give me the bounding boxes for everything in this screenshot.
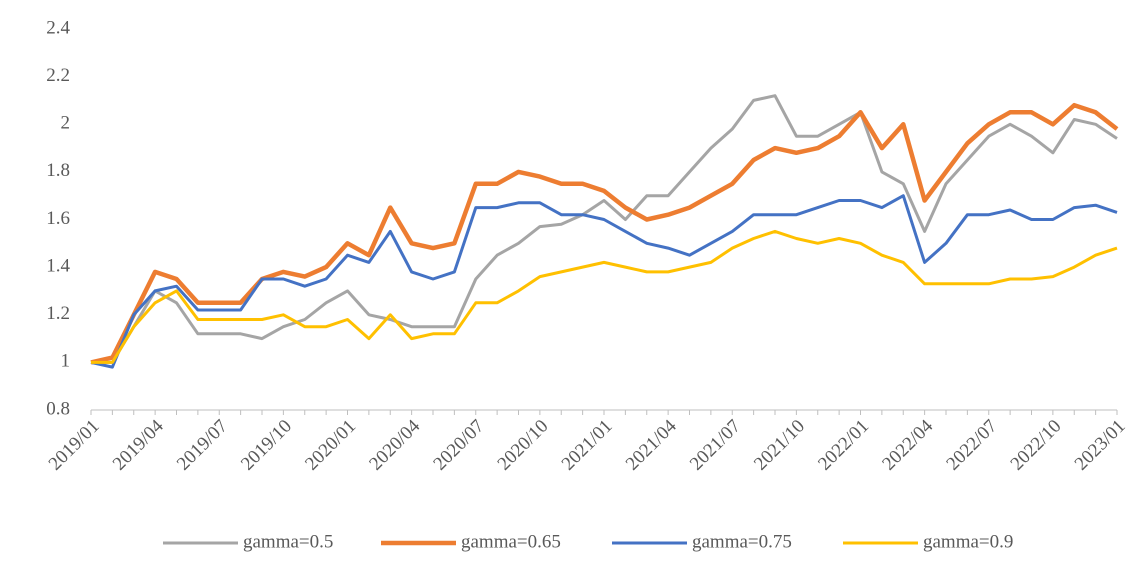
y-tick-label: 2 <box>61 113 71 134</box>
legend-label: gamma=0.65 <box>461 531 561 552</box>
y-tick-label: 2.4 <box>46 17 70 38</box>
x-tick-label: 2019/10 <box>237 416 296 475</box>
y-tick-label: 1.2 <box>46 303 70 324</box>
x-tick-label: 2022/04 <box>878 415 937 474</box>
legend-label: gamma=0.9 <box>923 531 1013 552</box>
x-tick-label: 2020/01 <box>301 416 360 475</box>
x-tick-label: 2019/01 <box>45 416 104 475</box>
series-line <box>90 194 1118 369</box>
y-tick-label: 1.6 <box>46 208 70 229</box>
x-tick-label: 2021/10 <box>750 416 809 475</box>
x-tick-label: 2019/07 <box>173 416 232 475</box>
x-tick-label: 2023/01 <box>1071 416 1130 475</box>
series-line <box>91 94 1118 364</box>
y-tick-label: 2.2 <box>46 65 70 86</box>
series-line <box>90 102 1119 365</box>
x-tick-label: 2021/01 <box>558 416 617 475</box>
y-tick-label: 1 <box>61 351 71 372</box>
x-tick-label: 2020/10 <box>494 416 553 475</box>
legend-label: gamma=0.75 <box>692 531 792 552</box>
x-tick-label: 2020/04 <box>365 415 424 474</box>
legend-label: gamma=0.5 <box>243 531 333 552</box>
x-tick-label: 2021/04 <box>622 415 681 474</box>
series-line <box>91 229 1118 364</box>
x-tick-label: 2021/07 <box>686 416 745 475</box>
x-tick-label: 2022/07 <box>942 416 1001 475</box>
y-tick-label: 1.4 <box>46 255 70 276</box>
x-tick-label: 2022/10 <box>1007 416 1066 475</box>
x-tick-label: 2022/01 <box>814 416 873 475</box>
x-tick-label: 2020/07 <box>429 416 488 475</box>
x-tick-label: 2019/04 <box>109 415 168 474</box>
y-tick-label: 1.8 <box>46 160 70 181</box>
y-tick-label: 0.8 <box>46 398 70 419</box>
